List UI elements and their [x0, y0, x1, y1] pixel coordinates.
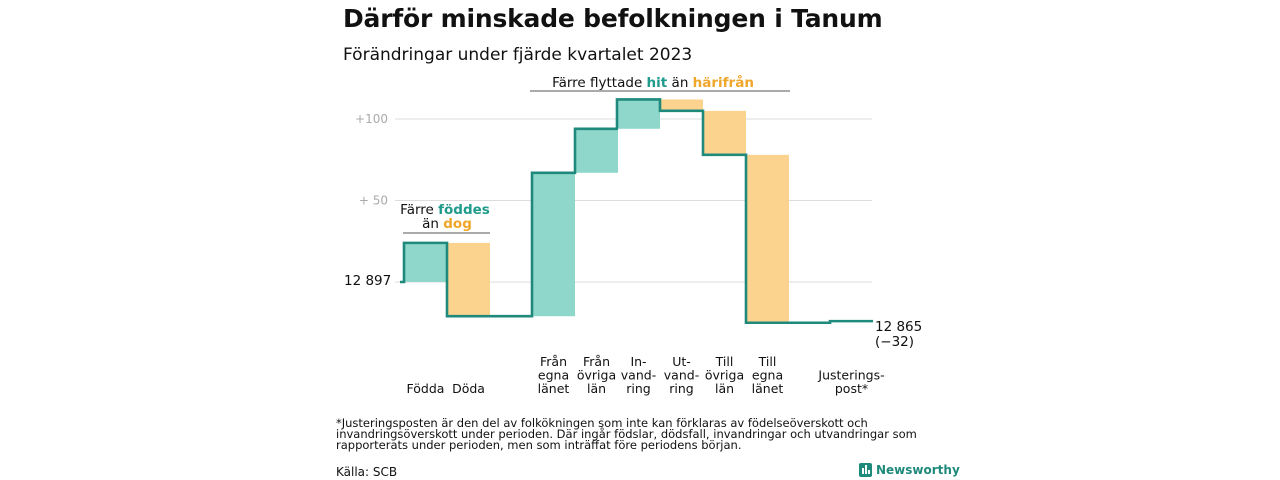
bar-2 — [532, 172, 575, 317]
category-label: ring — [626, 381, 650, 396]
logo-bar — [862, 468, 864, 474]
bar-7 — [746, 154, 789, 323]
category-label: länet — [752, 381, 784, 396]
footnote: *Justeringsposten är den del av folkökni… — [336, 416, 917, 452]
category-label: vand- — [621, 368, 656, 383]
category-label: Ut- — [672, 354, 691, 369]
category-label: Från — [540, 354, 567, 369]
end-change-label: (−32) — [875, 334, 914, 350]
end-value-label: 12 865 — [875, 319, 922, 335]
category-label: ring — [669, 381, 693, 396]
category-label: egna — [538, 368, 569, 383]
bar-5 — [660, 99, 703, 111]
category-label: vand- — [664, 368, 699, 383]
cumulative-line — [400, 98, 873, 325]
newsworthy-logo: Newsworthy — [859, 463, 960, 477]
source-note: Källa: SCB — [336, 465, 398, 479]
category-label: Döda — [452, 381, 485, 396]
category-label: Från — [583, 354, 610, 369]
bar-4 — [617, 99, 660, 129]
y-tick-label: +100 — [355, 112, 388, 126]
category-label: länet — [538, 381, 570, 396]
chart-title: Därför minskade befolkningen i Tanum — [343, 4, 883, 33]
y-tick-label: + 50 — [359, 194, 388, 208]
births-annotation-line1: Färre föddes — [400, 202, 490, 218]
bar-1 — [447, 242, 490, 317]
bar-6 — [703, 110, 746, 155]
category-label: övriga — [705, 368, 744, 383]
start-value-label: 12 897 — [344, 273, 391, 289]
category-label: län — [587, 381, 606, 396]
bar-3 — [575, 128, 618, 173]
category-label: Födda — [407, 381, 445, 396]
category-label: Justerings- — [817, 368, 884, 383]
bar-0 — [404, 242, 447, 282]
logo-text: Newsworthy — [876, 463, 960, 477]
category-label: län — [715, 381, 734, 396]
logo-bar — [865, 465, 867, 474]
chart-subtitle: Förändringar under fjärde kvartalet 2023 — [343, 45, 693, 65]
category-label: Till — [758, 354, 777, 369]
category-label: egna — [752, 368, 783, 383]
category-label: In- — [630, 354, 646, 369]
category-label: Till — [715, 354, 734, 369]
category-label: post* — [835, 381, 868, 396]
births-annotation-line2: än dog — [422, 216, 472, 232]
migration-annotation: Färre flyttade hit än härifrån — [552, 74, 754, 91]
bar-chart-icon — [859, 463, 872, 477]
category-label: övriga — [577, 368, 616, 383]
logo-bar — [868, 470, 870, 474]
